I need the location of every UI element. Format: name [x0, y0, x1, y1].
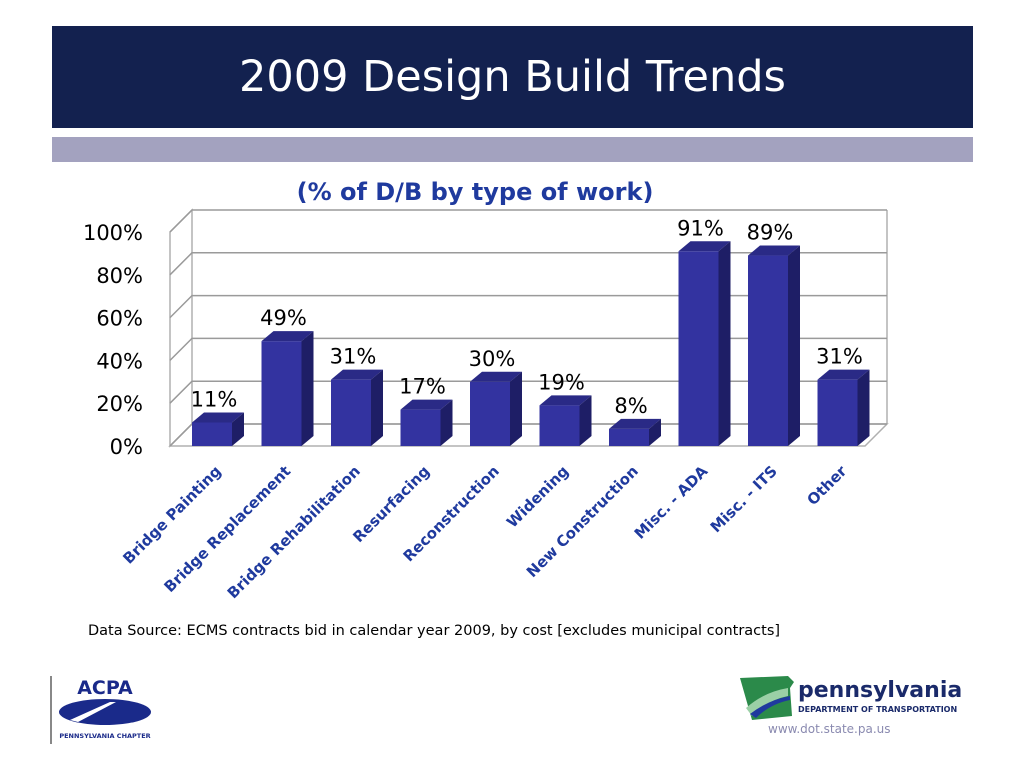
data-source-note: Data Source: ECMS contracts bid in calen…	[88, 623, 781, 639]
bar-side	[788, 245, 800, 446]
x-tick-label: Bridge Replacement	[160, 462, 294, 596]
bar-side	[718, 241, 731, 446]
acpa-logo-text: ACPA	[77, 677, 133, 699]
y-tick-label: 0%	[110, 435, 143, 459]
bar-front	[539, 405, 580, 446]
bar	[470, 371, 522, 446]
gridline	[169, 294, 887, 319]
bar-front	[609, 428, 649, 446]
gridline	[169, 337, 887, 361]
bar-side	[579, 395, 592, 446]
penndot-logo-name: pennsylvania	[798, 678, 962, 703]
bar-side	[510, 371, 522, 446]
bar-front	[261, 341, 302, 446]
bar-top	[261, 331, 314, 342]
data-label: 19%	[538, 370, 585, 394]
y-tick-label: 40%	[96, 349, 143, 373]
bar	[609, 418, 661, 446]
x-tick-label: Other	[804, 462, 851, 509]
y-tick-label: 100%	[83, 221, 143, 245]
bar-top	[400, 399, 453, 410]
bar-side	[371, 369, 383, 446]
bar-top	[817, 369, 870, 380]
bar-top	[748, 245, 800, 256]
bar-top	[609, 418, 661, 429]
bar-side	[857, 369, 870, 446]
bar-top	[192, 412, 244, 423]
bar	[817, 369, 870, 446]
bar-front	[192, 422, 232, 446]
data-label: 91%	[677, 216, 724, 240]
bar-top	[470, 371, 522, 382]
y-tick-label: 20%	[96, 392, 143, 416]
data-label: 31%	[330, 345, 377, 369]
gridline	[169, 209, 887, 233]
bar	[331, 369, 383, 446]
x-tick-label: Misc. - ADA	[631, 462, 712, 543]
bar	[678, 241, 731, 446]
bar	[400, 399, 453, 446]
title-underline-band	[52, 137, 973, 162]
bar-front	[748, 255, 788, 446]
bar-side	[649, 418, 661, 446]
data-label: 30%	[469, 347, 516, 371]
penndot-logo: pennsylvania DEPARTMENT OF TRANSPORTATIO…	[740, 676, 962, 720]
data-label: 17%	[399, 375, 446, 399]
data-label: 11%	[191, 387, 238, 411]
bar-top	[678, 241, 731, 252]
bar-top	[331, 369, 383, 380]
title-banner: 2009 Design Build Trends	[52, 26, 973, 128]
gridline	[169, 252, 887, 276]
bar	[261, 331, 314, 446]
bar-front	[678, 251, 719, 446]
bar-front	[400, 409, 441, 446]
data-label: 89%	[747, 221, 794, 245]
acpa-logo-chapter: PENNSYLVANIA CHAPTER	[59, 732, 150, 740]
acpa-logo: ACPA PENNSYLVANIA CHAPTER	[50, 676, 151, 744]
data-label: 31%	[816, 345, 863, 369]
bar-side	[440, 399, 453, 446]
data-label: 49%	[260, 306, 307, 330]
bar-front	[470, 381, 510, 446]
x-tick-label: Bridge Rehabilitation	[224, 462, 364, 602]
x-tick-label: Misc. - ITS	[707, 462, 781, 536]
chart-title: (% of D/B by type of work)	[297, 178, 654, 206]
bar	[539, 395, 592, 446]
data-label: 8%	[614, 394, 647, 418]
page-title: 2009 Design Build Trends	[239, 52, 786, 102]
gridline	[169, 380, 887, 404]
y-tick-label: 80%	[96, 264, 143, 288]
y-tick-label: 60%	[96, 307, 143, 331]
x-tick-label: Widening	[503, 462, 572, 531]
bar-side	[301, 331, 314, 446]
bar-side	[232, 412, 244, 446]
bar-front	[817, 379, 858, 446]
penndot-logo-sub: DEPARTMENT OF TRANSPORTATION	[798, 705, 957, 714]
bar-top	[539, 395, 592, 406]
chart-side-wall	[169, 208, 193, 448]
website-link[interactable]: www.dot.state.pa.us	[768, 722, 891, 736]
bar-front	[331, 379, 371, 446]
bar	[748, 245, 800, 446]
bar-chart: (% of D/B by type of work) 0% 20% 40% 60% 80…	[83, 178, 889, 602]
bar	[192, 412, 244, 446]
